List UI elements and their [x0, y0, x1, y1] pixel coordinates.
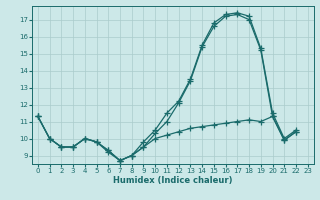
- X-axis label: Humidex (Indice chaleur): Humidex (Indice chaleur): [113, 176, 233, 185]
